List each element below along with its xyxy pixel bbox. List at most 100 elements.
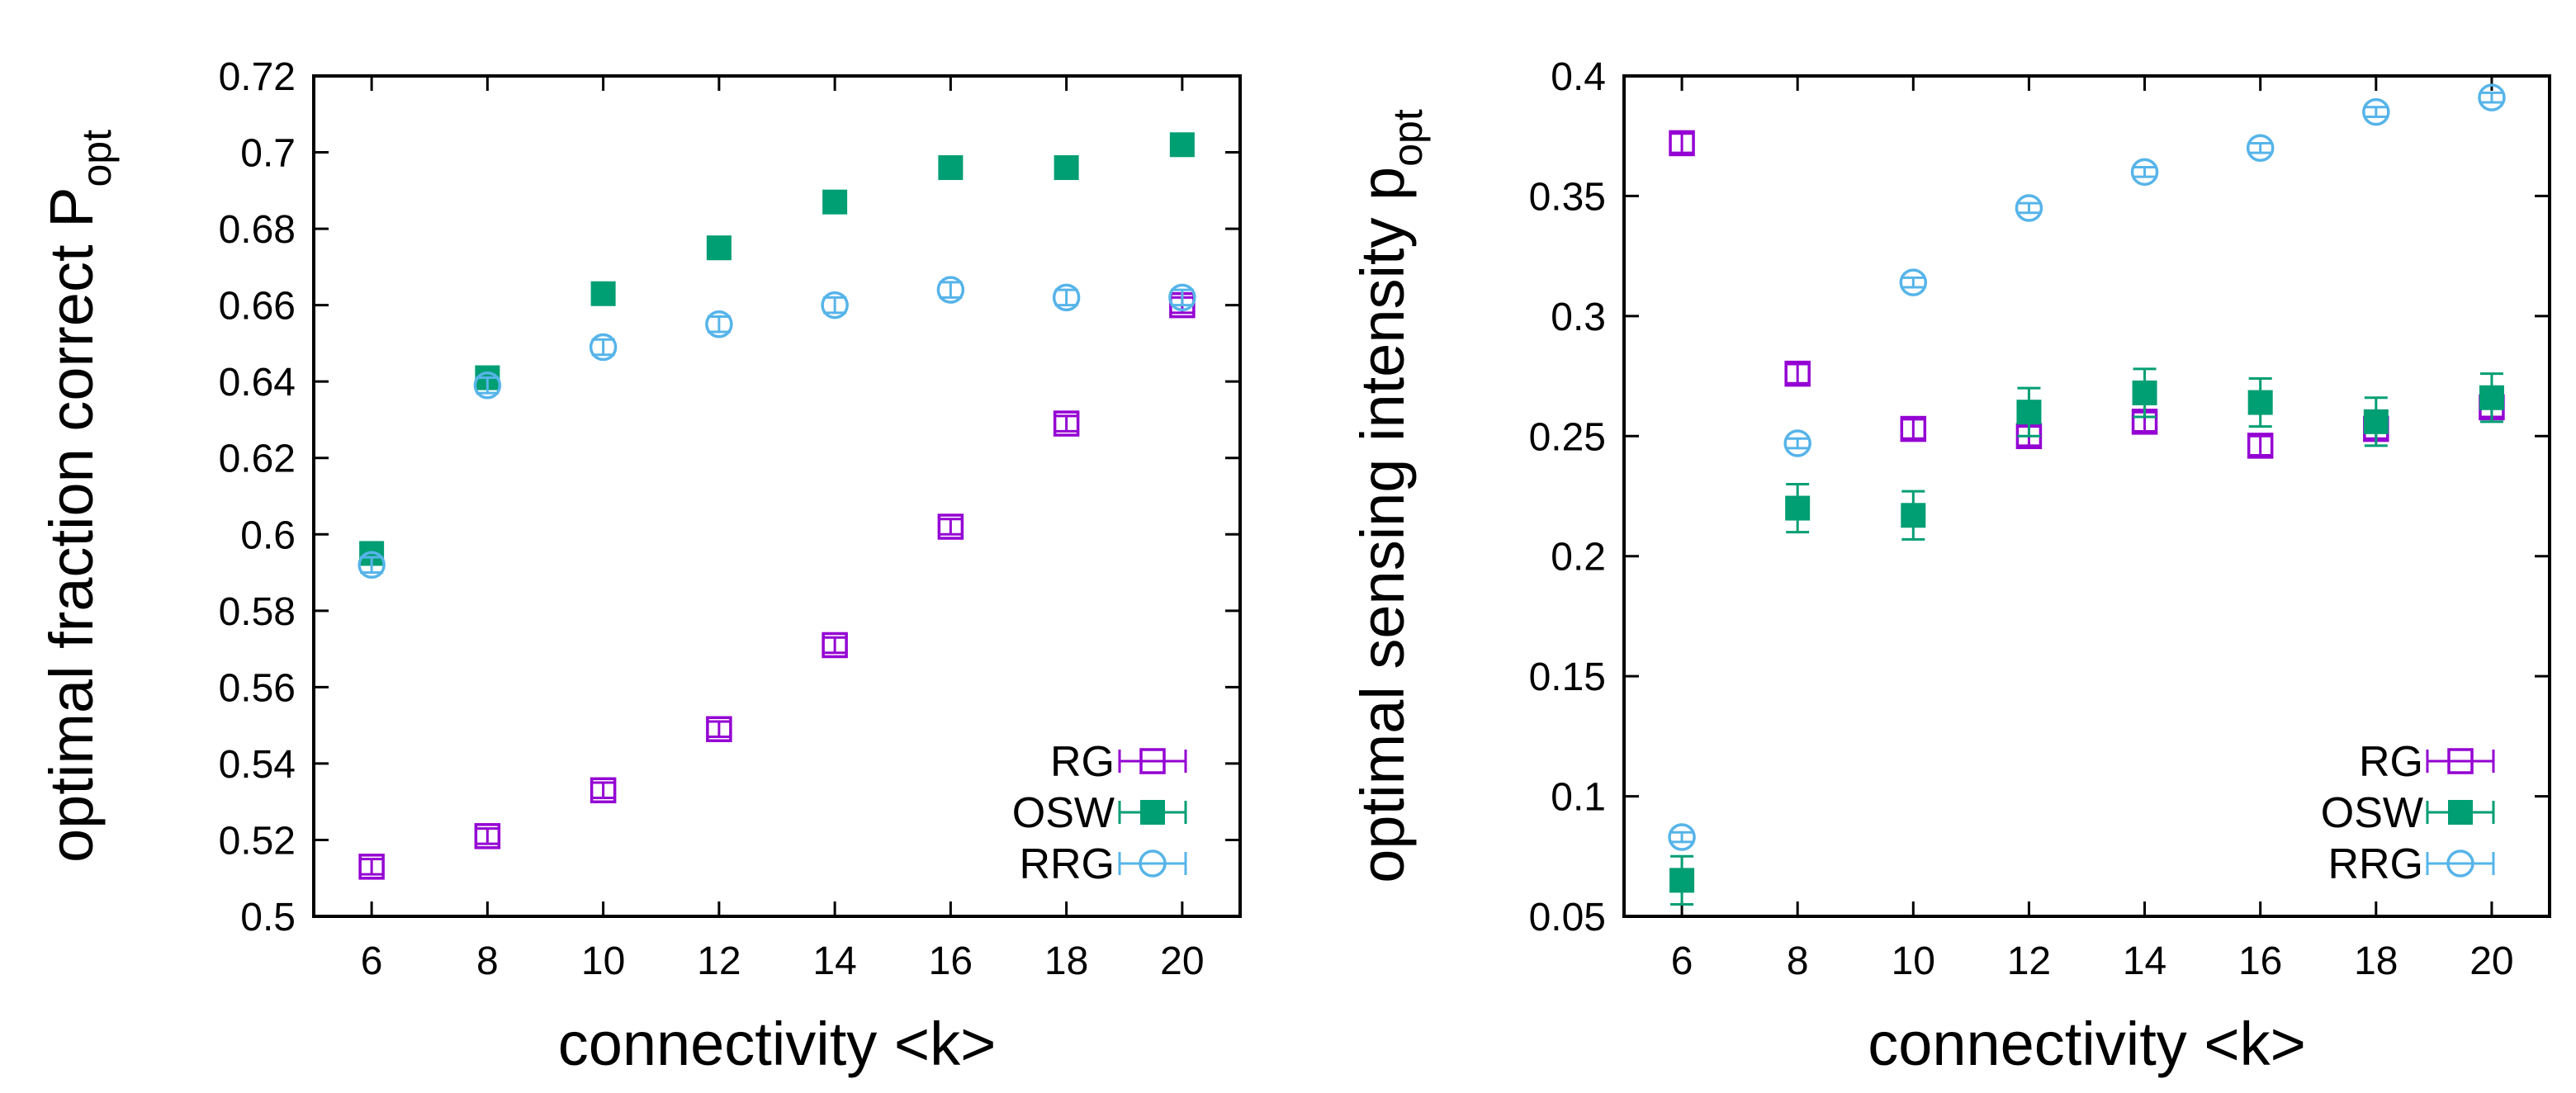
x-tick-label: 14	[812, 939, 856, 983]
point-rrg	[1168, 283, 1196, 312]
y-axis-label: optimal sensing intensity popt	[1348, 109, 1431, 883]
point-rrg	[473, 371, 502, 400]
point-rrg	[1783, 429, 1811, 457]
x-tick-label: 16	[929, 939, 973, 983]
y-tick-label: 0.2	[1551, 536, 1606, 580]
y-axis-label: optimal fraction correct Popt	[37, 130, 120, 863]
plot-frame	[1622, 74, 2551, 918]
y-tick-label: 0.5	[240, 896, 296, 939]
y-tick-label: 0.68	[219, 208, 296, 252]
point-rrg	[2130, 158, 2159, 187]
legend-label-osw: OSW	[2321, 789, 2423, 837]
error-bar-rrg	[2364, 106, 2388, 118]
point-rg	[2247, 433, 2274, 459]
error-bar-rg	[1054, 414, 1078, 433]
error-bar-rrg	[2248, 141, 2272, 154]
y-axis-label-main: optimal fraction correct P	[37, 187, 106, 863]
point-rg	[1900, 415, 1927, 442]
error-bar-rrg	[1901, 276, 1925, 289]
legend-label-rg: RG	[1050, 738, 1115, 786]
legend-symbol-osw	[1118, 800, 1187, 825]
series-rg	[1669, 130, 2505, 459]
point-osw	[2479, 385, 2504, 410]
point-rg	[1053, 410, 1080, 437]
error-bar-rg	[591, 781, 615, 800]
point-rg	[590, 777, 617, 804]
y-tick-label: 0.56	[219, 666, 296, 710]
error-bar-rg	[1670, 132, 1694, 154]
x-tick-label: 18	[2354, 939, 2398, 983]
point-rg	[937, 513, 964, 540]
point-rrg	[2246, 134, 2275, 163]
y-tick-label: 0.72	[219, 55, 296, 99]
legend-symbol-osw	[2426, 800, 2495, 825]
point-osw	[2016, 400, 2042, 425]
x-tick-label: 8	[476, 939, 499, 983]
legend-symbol-rg	[1118, 748, 1187, 774]
right-panel-sensing-intensity: 0.05 0.1 0.15 0.2 0.25 0.3 0.35 0.4 6 8 10 12 14 16 18…	[1348, 55, 2551, 1078]
legend-label-osw: OSW	[1012, 789, 1115, 837]
y-tick-label: 0.64	[219, 361, 296, 405]
y-axis-label-main: optimal sensing intensity p	[1348, 167, 1417, 883]
x-axis-label: connectivity <k>	[1868, 1010, 2306, 1078]
y-tick-label: 0.05	[1529, 896, 1606, 939]
y-axis-label-subscript: opt	[1385, 109, 1431, 167]
legend-marker-rrg	[2446, 849, 2474, 878]
point-rrg	[2478, 83, 2506, 111]
error-bar-rrg	[476, 376, 500, 395]
point-rg	[1784, 360, 1811, 387]
y-tick-label: 0.25	[1529, 415, 1606, 459]
legend-label-rrg: RRG	[1019, 840, 1115, 888]
error-bar-rg	[939, 518, 963, 536]
x-tick-label: 8	[1787, 939, 1809, 983]
point-rrg	[2015, 194, 2043, 222]
series-rrg	[1668, 83, 2506, 851]
series-osw	[359, 132, 1195, 566]
legend-marker-osw	[1140, 800, 1165, 825]
point-osw	[590, 281, 616, 306]
point-osw	[938, 155, 964, 181]
point-osw	[1054, 155, 1079, 181]
legend-symbol-rrg	[1118, 849, 1187, 878]
x-axis-label: connectivity <k>	[558, 1010, 997, 1078]
error-bar-rg	[2248, 434, 2272, 457]
y-tick-label: 0.58	[219, 590, 296, 634]
point-osw	[1901, 503, 1926, 528]
point-rg	[474, 823, 501, 849]
series-osw	[1669, 367, 2504, 906]
y-tick-label: 0.3	[1551, 296, 1606, 339]
error-bar-rg	[360, 858, 384, 876]
y-tick-label: 0.62	[219, 438, 296, 481]
y-tick-label: 0.1	[1551, 776, 1606, 820]
legend-marker-rg	[2447, 748, 2474, 774]
point-rg	[822, 632, 848, 659]
error-bar-rrg	[823, 296, 847, 315]
point-osw	[706, 235, 732, 261]
y-tick-label: 0.54	[219, 743, 296, 787]
point-rg	[706, 716, 732, 743]
legend-symbol-rg	[2426, 748, 2495, 774]
x-tick-label: 16	[2238, 939, 2282, 983]
error-bar-rrg	[1786, 437, 1810, 450]
point-osw	[1169, 132, 1195, 158]
series-rrg	[358, 276, 1196, 580]
legend-label-rg: RG	[2359, 738, 2423, 786]
y-tick-label: 0.66	[219, 285, 296, 329]
error-bar-rrg	[1170, 288, 1194, 307]
axis-ticks: 0.5 0.52 0.54 0.56 0.58 0.6 0.62 0.64 0.66 0.68 0.…	[219, 55, 1240, 983]
legend-marker-osw	[2448, 800, 2473, 825]
legend-marker-rrg	[1139, 849, 1167, 878]
error-bar-rrg	[1054, 288, 1078, 307]
error-bar-rg	[1786, 362, 1810, 385]
error-bar-rrg	[1670, 830, 1694, 844]
x-tick-label: 10	[1892, 939, 1935, 983]
y-tick-label: 0.52	[219, 819, 296, 863]
error-bar-rg	[707, 720, 731, 739]
y-tick-label: 0.15	[1529, 655, 1606, 699]
point-rrg	[2362, 97, 2390, 126]
y-tick-label: 0.35	[1529, 175, 1606, 219]
x-tick-label: 6	[361, 939, 383, 983]
point-osw	[2132, 380, 2157, 405]
